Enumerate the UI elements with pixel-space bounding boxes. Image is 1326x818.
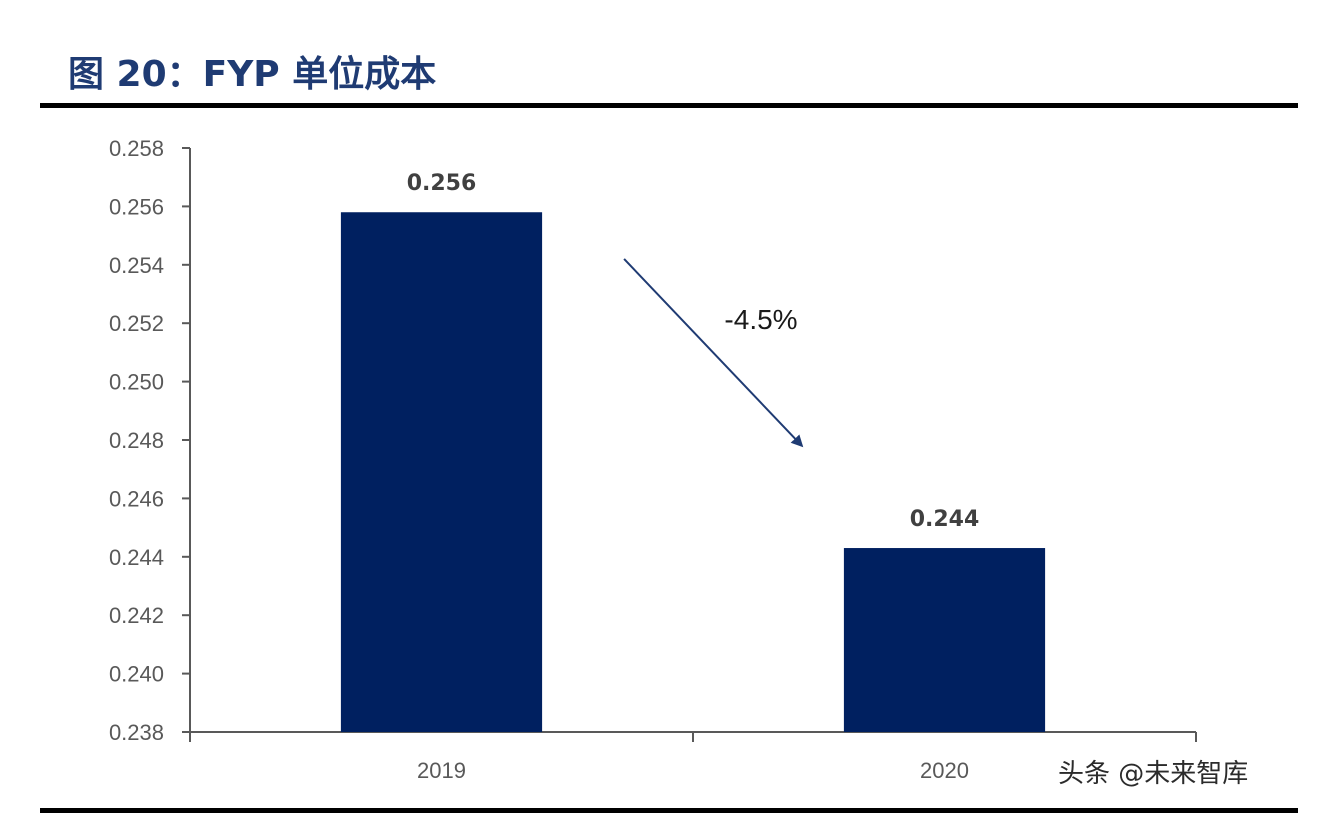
y-tick-label: 0.256: [109, 194, 164, 219]
y-tick-label: 0.246: [109, 486, 164, 511]
bar-2019: [340, 212, 543, 733]
title-divider: [40, 103, 1298, 108]
y-tick-label: 0.242: [109, 603, 164, 628]
data-label-2020: 0.244: [910, 507, 980, 532]
change-arrow: [623, 258, 804, 448]
x-axis: 2019 2020: [189, 731, 1197, 783]
change-label: -4.5%: [724, 304, 797, 335]
y-tick-label: 0.252: [109, 311, 164, 336]
y-tick-label: 0.258: [109, 136, 164, 161]
chart-title: 图 20：FYP 单位成本: [68, 54, 437, 95]
bars: [340, 212, 1046, 733]
change-annotation: -4.5%: [623, 258, 804, 448]
x-tick-label: 2020: [920, 758, 969, 783]
data-labels: 0.256 0.244: [407, 171, 980, 532]
bottom-divider: [40, 808, 1298, 813]
y-tick-label: 0.244: [109, 545, 164, 570]
data-label-2019: 0.256: [407, 171, 477, 196]
y-axis: 0.238 0.240 0.242 0.244 0.246 0.248 0.250 0.252…: [109, 136, 191, 745]
y-tick-label: 0.250: [109, 370, 164, 395]
y-tick-label: 0.238: [109, 720, 164, 745]
bar-2020: [843, 548, 1046, 732]
watermark: 头条 @未来智库: [1058, 759, 1249, 789]
y-tick-label: 0.248: [109, 428, 164, 453]
x-tick-label: 2019: [417, 758, 466, 783]
y-tick-label: 0.240: [109, 662, 164, 687]
y-tick-label: 0.254: [109, 253, 164, 278]
